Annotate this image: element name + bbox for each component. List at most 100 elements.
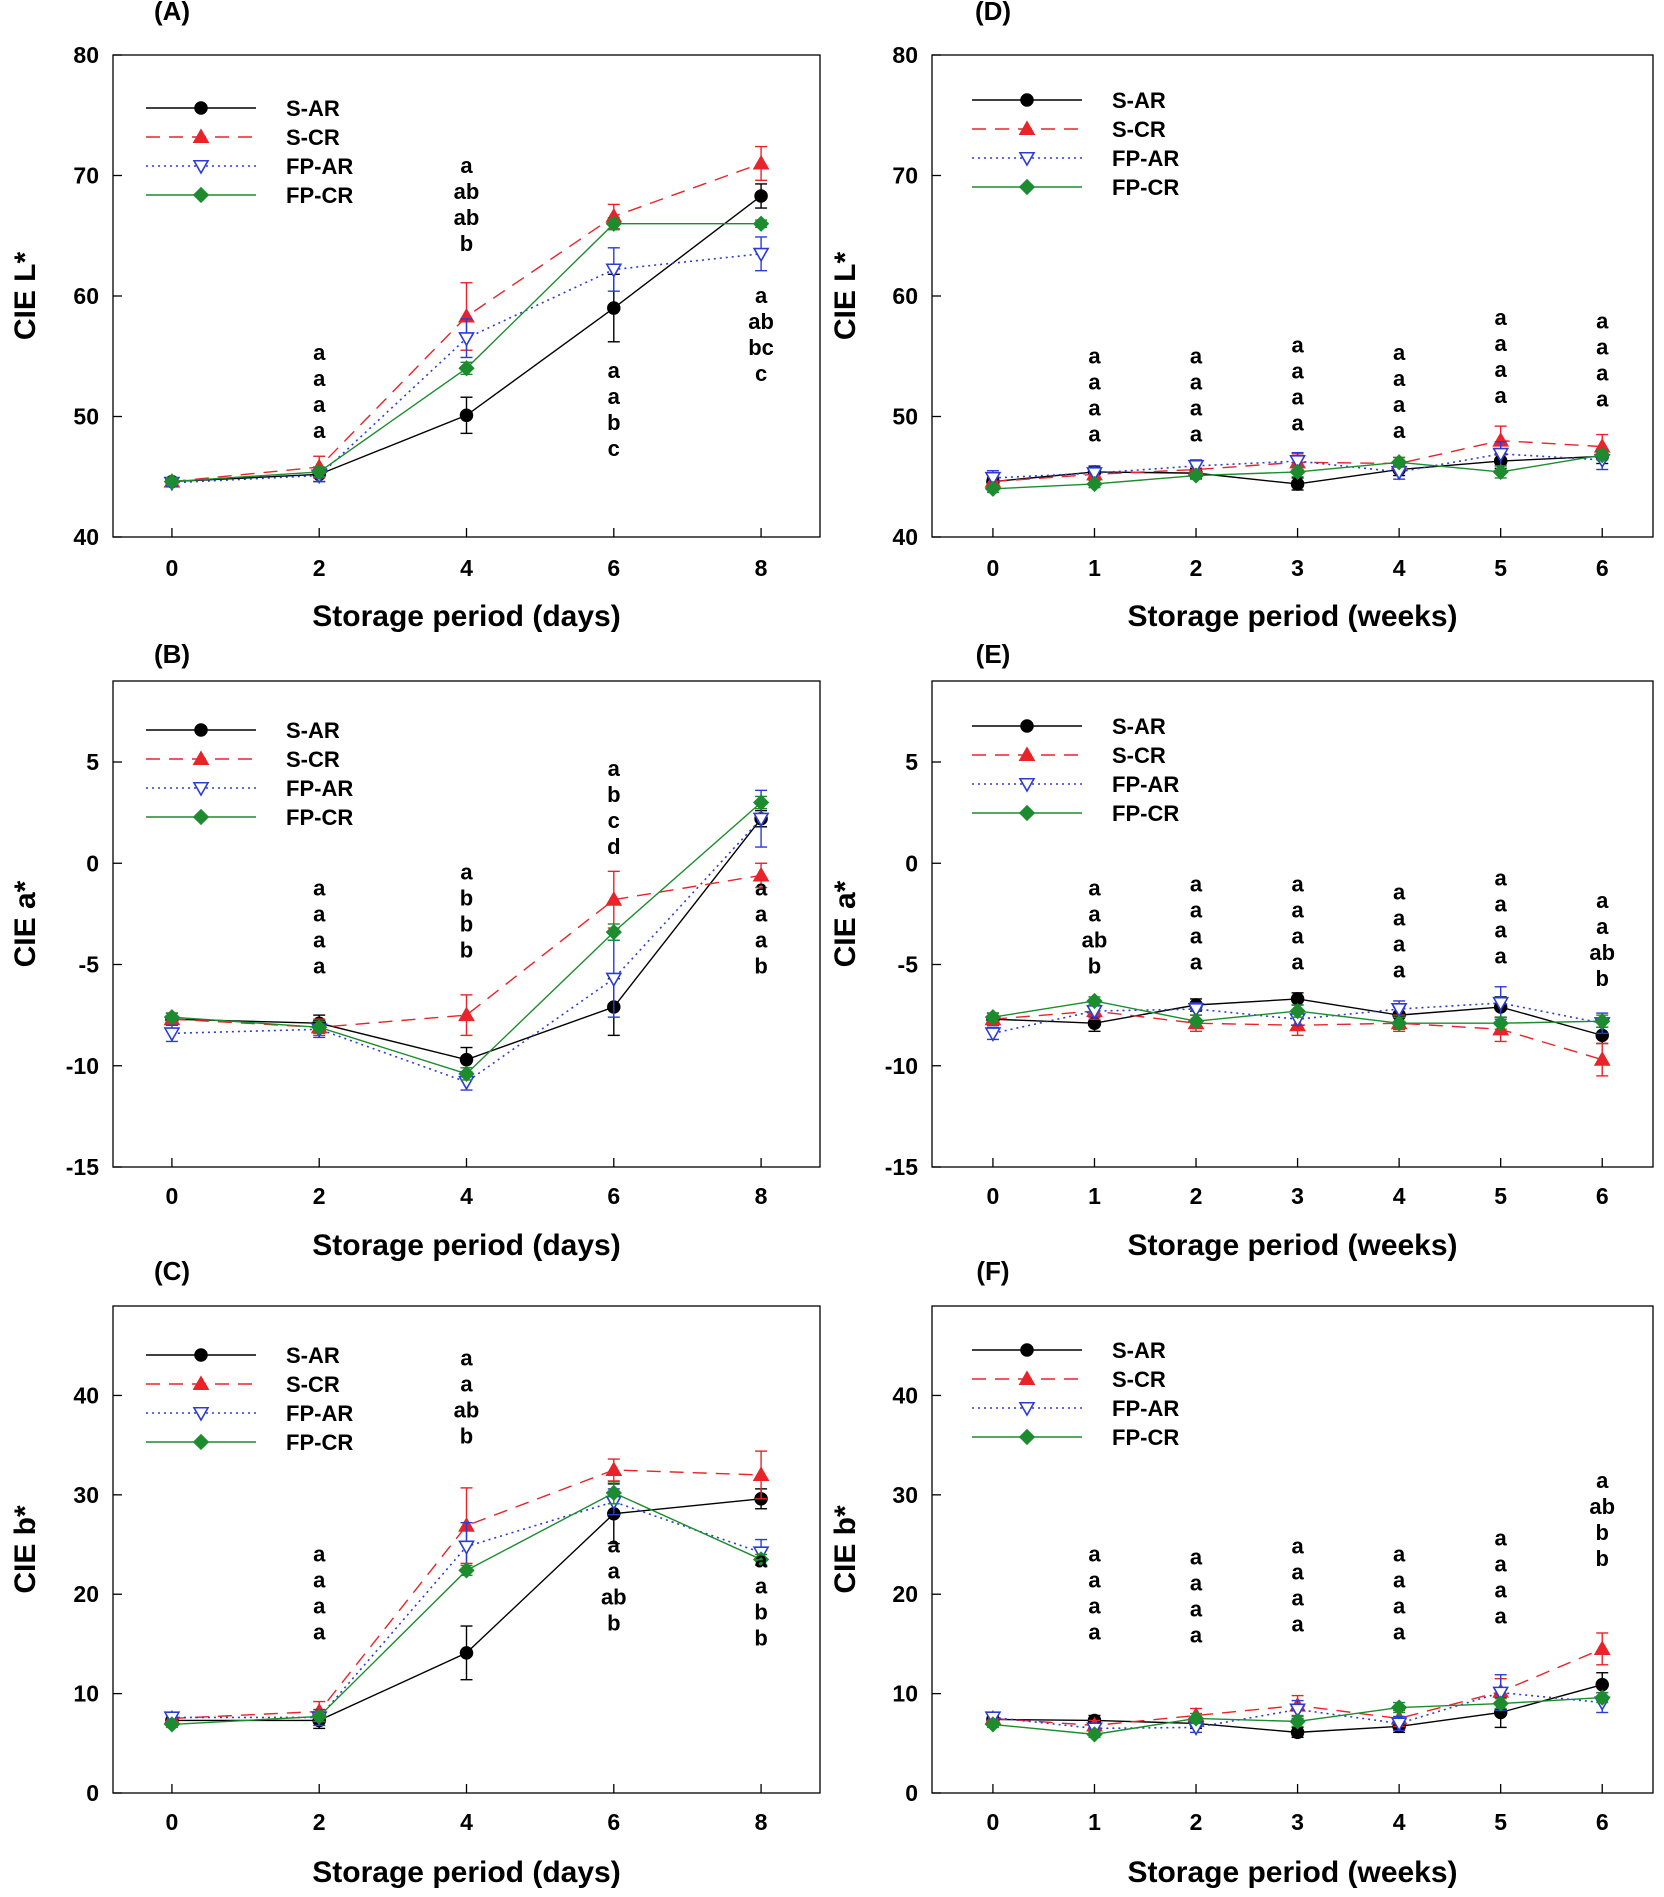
x-tick-label: 0 (987, 555, 1000, 581)
significance-letter: a (313, 1593, 326, 1618)
x-tick-label: 0 (987, 1183, 1000, 1209)
x-tick-label: 6 (1596, 555, 1609, 581)
legend-marker (192, 781, 210, 797)
significance-letter: b (460, 911, 473, 936)
data-point (458, 1562, 475, 1579)
significance-letter: b (607, 782, 620, 807)
y-tick-label: -15 (885, 1154, 918, 1180)
significance-letter: a (608, 1558, 621, 1583)
data-point (1187, 459, 1205, 475)
significance-letter: a (1495, 357, 1508, 382)
legend-marker (1018, 151, 1036, 167)
significance-letter: a (1393, 392, 1406, 417)
y-axis-label: CIE L* (829, 252, 862, 341)
y-tick-label: 20 (892, 1581, 918, 1607)
significance-letter: a (1393, 1619, 1406, 1644)
data-point (752, 812, 770, 828)
significance-letter: a (1596, 335, 1609, 360)
x-tick-label: 8 (755, 1809, 768, 1835)
y-axis-label: CIE L* (9, 252, 42, 341)
significance-letter: a (1088, 1619, 1101, 1644)
legend-label: S-AR (286, 96, 340, 121)
significance-letter: a (1088, 902, 1101, 927)
legend-label: FP-CR (1112, 801, 1179, 826)
significance-letter: a (1291, 924, 1304, 949)
x-tick-label: 1 (1088, 1809, 1101, 1835)
data-point (1187, 1710, 1205, 1727)
legend-marker (194, 723, 208, 737)
data-point (1593, 1051, 1611, 1066)
significance-letter: b (1595, 966, 1608, 991)
data-point (1594, 1013, 1611, 1030)
legend: S-AR S-CR FP-AR FP-CR (972, 714, 1179, 826)
significance-letter: ab (1082, 928, 1108, 953)
data-point (754, 189, 768, 203)
legend-label: S-CR (1112, 1367, 1166, 1392)
legend-label: FP-AR (286, 1401, 353, 1426)
significance-letter: a (1596, 387, 1609, 412)
y-tick-label: 50 (892, 404, 918, 430)
y-tick-label: 30 (892, 1482, 918, 1508)
significance-letter: b (460, 231, 473, 256)
data-point (752, 215, 770, 232)
significance-letter: a (1291, 333, 1304, 358)
x-axis-label: Storage period (days) (312, 1856, 620, 1889)
legend-label: S-AR (1112, 88, 1166, 113)
legend-label: S-CR (286, 747, 340, 772)
data-point (1187, 1013, 1205, 1030)
legend-marker (1018, 1401, 1036, 1417)
significance-letter: a (1088, 1567, 1101, 1592)
significance-letter: ab (1589, 1494, 1615, 1519)
data-point (984, 1027, 1002, 1042)
legend-marker (192, 750, 210, 766)
significance-letter: a (1596, 1468, 1609, 1493)
significance-letter: ab (454, 205, 480, 230)
x-tick-label: 4 (460, 555, 473, 581)
significance-letter: c (755, 361, 767, 386)
x-axis-label: Storage period (days) (312, 600, 620, 633)
significance-letter: a (1088, 421, 1101, 446)
x-tick-label: 0 (166, 1809, 179, 1835)
significance-letter: a (1596, 914, 1609, 939)
data-point (1594, 446, 1611, 464)
x-tick-label: 6 (607, 1809, 620, 1835)
data-point (1594, 1689, 1611, 1706)
data-point (752, 1466, 770, 1482)
legend-label: FP-AR (1112, 1396, 1179, 1421)
x-tick-label: 2 (313, 1809, 326, 1835)
significance-letter: a (1495, 305, 1508, 330)
legend-label: S-AR (286, 1343, 340, 1368)
significance-letter: a (1190, 369, 1203, 394)
chart-panel-1: (B) -15 -10 -5 0 5 0 2 4 6 8 Storage period (days) C… (9, 639, 821, 1262)
significance-letter: a (1495, 1526, 1508, 1551)
y-tick-label: 80 (73, 42, 99, 68)
data-point (1595, 1677, 1609, 1692)
legend-label: FP-AR (1112, 772, 1179, 797)
x-tick-label: 8 (755, 555, 768, 581)
significance-letter: b (1088, 954, 1101, 979)
significance-letter: a (1596, 888, 1609, 913)
data-point (1289, 1703, 1306, 1719)
data-point (1086, 467, 1103, 482)
significance-letter: a (460, 859, 473, 884)
x-tick-label: 4 (1393, 1809, 1406, 1835)
x-tick-label: 1 (1088, 555, 1101, 581)
data-point (163, 1009, 181, 1026)
x-tick-label: 5 (1494, 1809, 1507, 1835)
series-fp-ar (163, 1488, 770, 1727)
data-point (605, 891, 623, 906)
legend-marker (1018, 1370, 1036, 1386)
data-point (459, 1052, 474, 1067)
significance-letter: a (1495, 1578, 1508, 1603)
significance-letter: a (313, 418, 326, 443)
data-point (1492, 463, 1509, 481)
y-tick-label: 0 (905, 1780, 918, 1806)
significance-letter: a (1190, 395, 1203, 420)
legend-label: FP-AR (286, 154, 353, 179)
data-point (984, 480, 1002, 497)
x-tick-label: 4 (460, 1809, 473, 1835)
significance-letter: a (1495, 944, 1508, 969)
series-fp-cr (984, 992, 1611, 1032)
significance-letter: b (607, 410, 620, 435)
